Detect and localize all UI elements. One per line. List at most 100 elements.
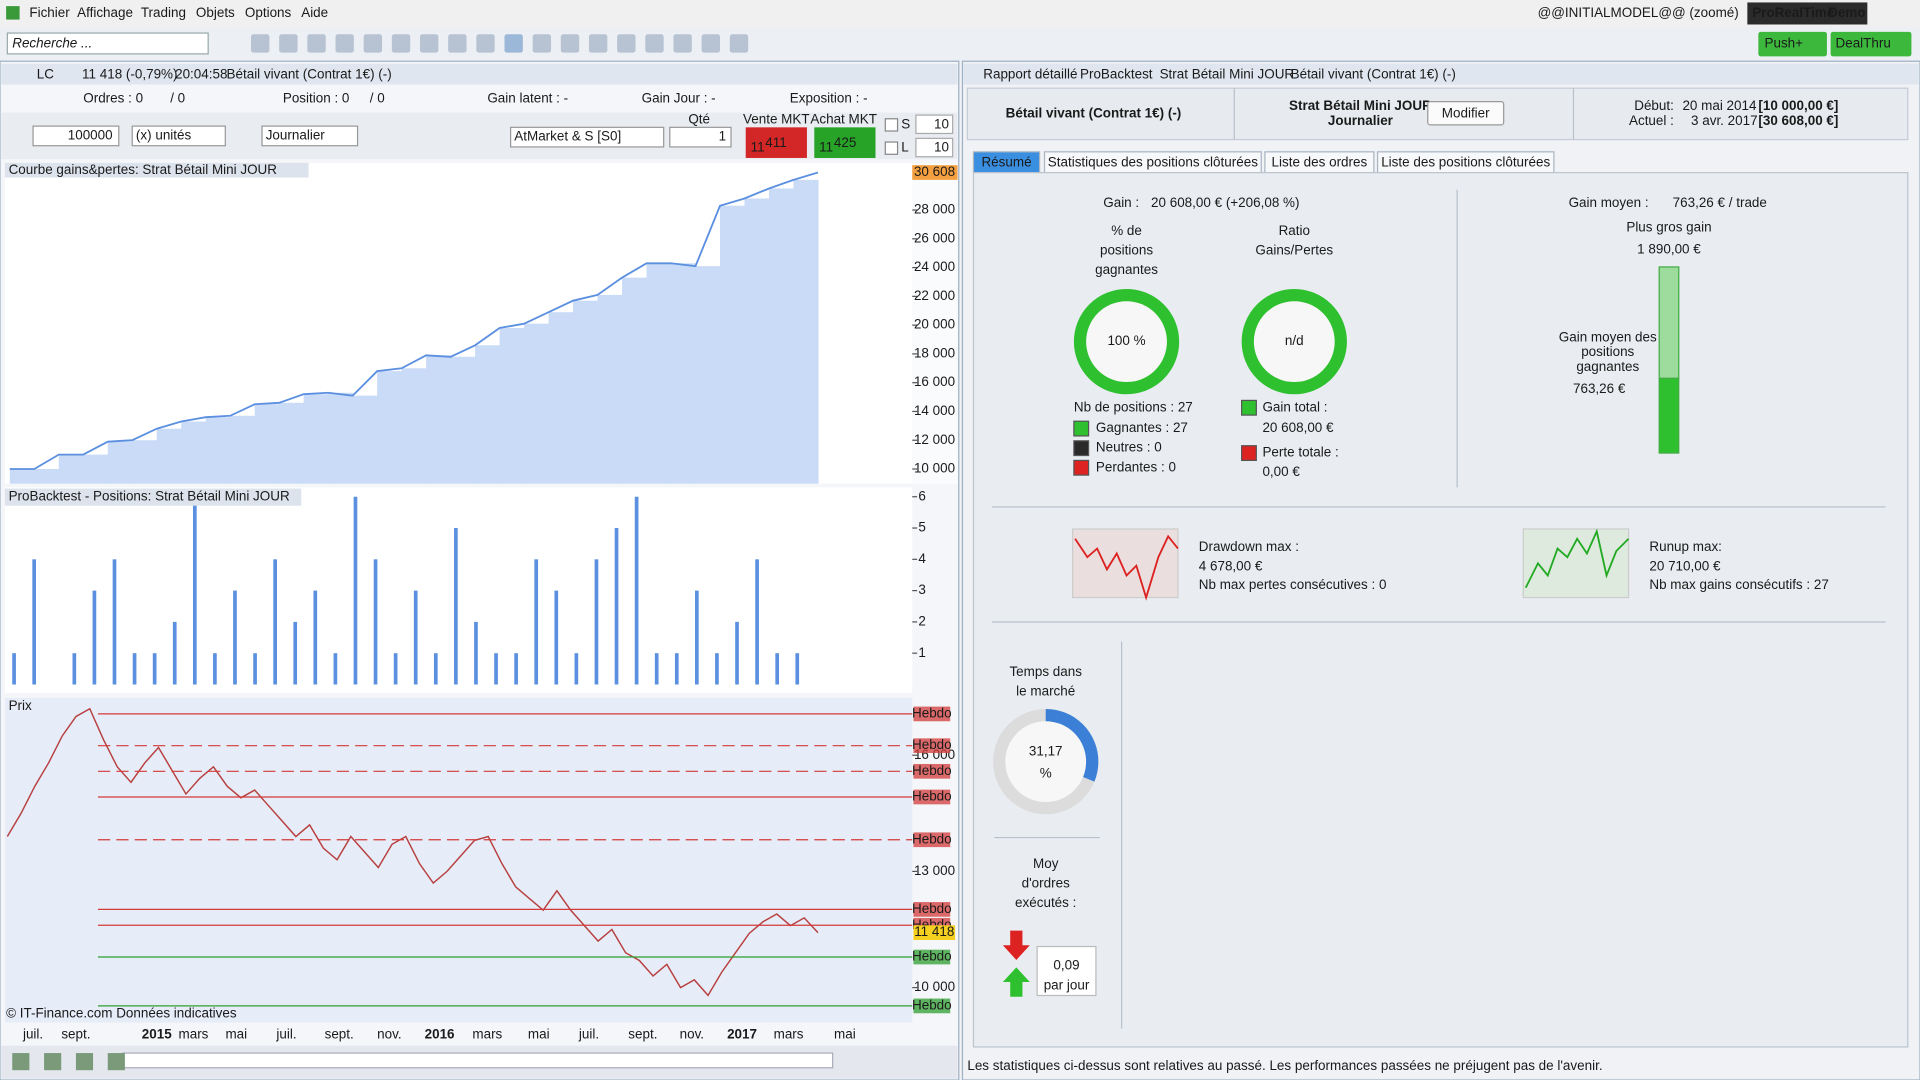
sell-price[interactable]: 411 — [765, 135, 786, 150]
l-value[interactable]: 10 — [934, 140, 949, 155]
position-bar — [313, 590, 318, 685]
x-tick-label: 2017 — [727, 1026, 757, 1041]
push-button[interactable] — [1758, 31, 1827, 57]
area-step — [377, 371, 403, 484]
spin-box[interactable] — [915, 137, 954, 158]
status-gain-latent: Gain latent : - — [487, 91, 568, 106]
dealthru-button[interactable] — [1830, 31, 1912, 57]
legend-square — [1241, 399, 1257, 416]
s-value[interactable]: 10 — [934, 116, 949, 131]
ratio: n/d — [1285, 333, 1304, 348]
subtab-label[interactable]: Liste des ordres — [1272, 154, 1368, 169]
buy-big[interactable]: 11 — [819, 140, 833, 155]
tool-icon[interactable] — [307, 34, 326, 53]
tool-icon[interactable] — [251, 34, 270, 53]
qty-input[interactable] — [669, 126, 732, 148]
search-box[interactable] — [6, 32, 209, 55]
tool-icon[interactable] — [12, 1053, 30, 1071]
buy-price[interactable]: 425 — [834, 135, 856, 150]
tool-icon[interactable] — [335, 34, 354, 53]
scrollbar[interactable] — [121, 1052, 834, 1069]
qty-box[interactable] — [32, 125, 120, 147]
y-tick-label: 26 000 — [914, 230, 955, 245]
y-tick-label: 10 000 — [914, 461, 955, 476]
subtab-label[interactable]: Résumé — [981, 154, 1031, 169]
subtab-label[interactable]: Liste des positions clôturées — [1381, 154, 1550, 169]
x-tick-label: juil. — [275, 1026, 296, 1041]
period-box[interactable] — [261, 125, 359, 147]
sell-big[interactable]: 11 — [751, 140, 765, 155]
level-tag — [913, 902, 951, 917]
tool-icon[interactable] — [75, 1053, 94, 1071]
window-tab[interactable]: ProBacktest — [1080, 66, 1153, 81]
gain-value: 20 608,00 € (+206,08 %) — [1151, 195, 1299, 210]
period[interactable]: Journalier — [266, 127, 326, 142]
push-label[interactable]: Push+ — [1764, 36, 1803, 51]
sell-button[interactable] — [745, 127, 807, 158]
gauge-bottom — [1658, 377, 1680, 454]
position-bar — [654, 653, 659, 685]
tool-icon[interactable] — [645, 34, 664, 53]
area-step — [156, 428, 182, 484]
area-step — [401, 368, 427, 484]
tool-icon[interactable] — [420, 34, 439, 53]
window-tab[interactable]: Bétail vivant (Contrat 1€) (-) — [1291, 66, 1456, 81]
qty[interactable]: 1 — [719, 129, 726, 144]
tool-icon[interactable] — [504, 34, 523, 53]
buy-button[interactable] — [814, 127, 876, 158]
units[interactable]: (x) unités — [136, 127, 192, 142]
order-type[interactable]: AtMarket & S [S0] — [514, 129, 621, 144]
position-bar — [413, 590, 418, 685]
tool-icon[interactable] — [701, 34, 720, 53]
quote: 11 418 (-0,79%) — [82, 66, 177, 81]
brand: ProRealTime — [1752, 5, 1835, 20]
dealthru-label[interactable]: DealThru — [1836, 36, 1891, 51]
time-label: Temps dans — [1009, 664, 1082, 679]
tool-icon[interactable] — [729, 34, 749, 53]
modify-button[interactable] — [1427, 101, 1505, 126]
tool-icon[interactable] — [532, 34, 552, 53]
menu-item[interactable]: Aide — [301, 5, 328, 20]
tool-icon[interactable] — [560, 34, 580, 53]
quantity[interactable]: 100000 — [68, 127, 113, 142]
tool-icon[interactable] — [279, 34, 298, 53]
gauge-top — [1658, 266, 1680, 379]
tool-icon[interactable] — [588, 34, 608, 53]
tool-icon[interactable] — [448, 34, 467, 53]
tool-icon[interactable] — [44, 1053, 62, 1071]
modify-label[interactable]: Modifier — [1442, 105, 1490, 120]
area-step — [768, 188, 795, 484]
level-label: Hebdo — [912, 737, 952, 752]
position-bar — [112, 559, 117, 685]
orders-box — [1036, 945, 1097, 997]
y-tick-label: 12 000 — [914, 432, 955, 447]
tool-icon[interactable] — [363, 34, 383, 53]
checkbox[interactable] — [884, 118, 899, 132]
position-bar — [293, 621, 298, 685]
position-bar — [132, 653, 137, 685]
menu-item[interactable]: Trading — [141, 5, 186, 20]
menu-item[interactable]: Options — [245, 5, 292, 20]
plot-bg — [4, 697, 913, 1023]
order-type-box[interactable] — [509, 126, 665, 148]
checkbox[interactable] — [884, 141, 899, 155]
tool-icon[interactable] — [391, 34, 411, 53]
area-step — [793, 179, 819, 484]
tool-icon[interactable] — [673, 34, 692, 53]
tool-icon[interactable] — [617, 34, 636, 53]
window-tab[interactable]: Rapport détaillé — [983, 66, 1077, 81]
position-bar — [454, 528, 458, 685]
window-tab[interactable]: Strat Bétail Mini JOUR — [1160, 66, 1295, 81]
position-bar — [233, 590, 237, 685]
start-date: 20 mai 2014 — [1682, 98, 1757, 113]
tool-icon[interactable] — [476, 34, 495, 53]
subtab-label[interactable]: Statistiques des positions clôturées — [1048, 154, 1258, 169]
units-box[interactable] — [131, 125, 226, 147]
tool-icon[interactable] — [107, 1053, 125, 1071]
menu-item[interactable]: Objets — [196, 5, 235, 20]
menu-item[interactable]: Affichage — [77, 5, 133, 20]
position-bar — [594, 559, 599, 685]
menu-item[interactable]: Fichier — [29, 5, 70, 20]
spin-box[interactable] — [915, 114, 954, 135]
orders-label: d'ordres — [1022, 876, 1070, 891]
